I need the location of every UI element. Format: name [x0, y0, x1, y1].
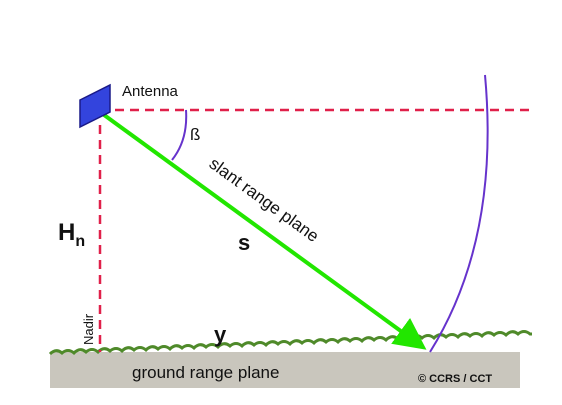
nadir-label: Nadir — [81, 313, 96, 345]
antenna-label: Antenna — [122, 83, 179, 100]
grass — [48, 330, 532, 356]
height-label: Hn — [58, 219, 85, 250]
antenna-icon — [79, 83, 111, 129]
height-symbol: H — [58, 219, 75, 246]
ground — [50, 352, 520, 388]
slant-range-arrow — [98, 110, 427, 350]
height-subscript: n — [75, 233, 85, 250]
credit: © CCRS / CCT — [418, 373, 492, 385]
ground-plane-label: ground range plane — [132, 363, 279, 382]
angle-arc — [171, 109, 188, 161]
ground-range-label: y — [214, 322, 227, 347]
slant-range-label: s — [238, 230, 250, 255]
angle-label: ß — [190, 125, 200, 144]
range-arc — [429, 74, 489, 353]
